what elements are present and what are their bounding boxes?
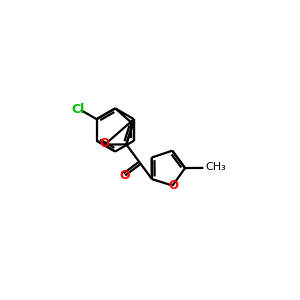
Text: O: O bbox=[119, 169, 130, 182]
Text: CH₃: CH₃ bbox=[205, 162, 226, 172]
Text: O: O bbox=[168, 179, 178, 192]
Text: Cl: Cl bbox=[72, 103, 85, 116]
Text: O: O bbox=[100, 137, 110, 150]
